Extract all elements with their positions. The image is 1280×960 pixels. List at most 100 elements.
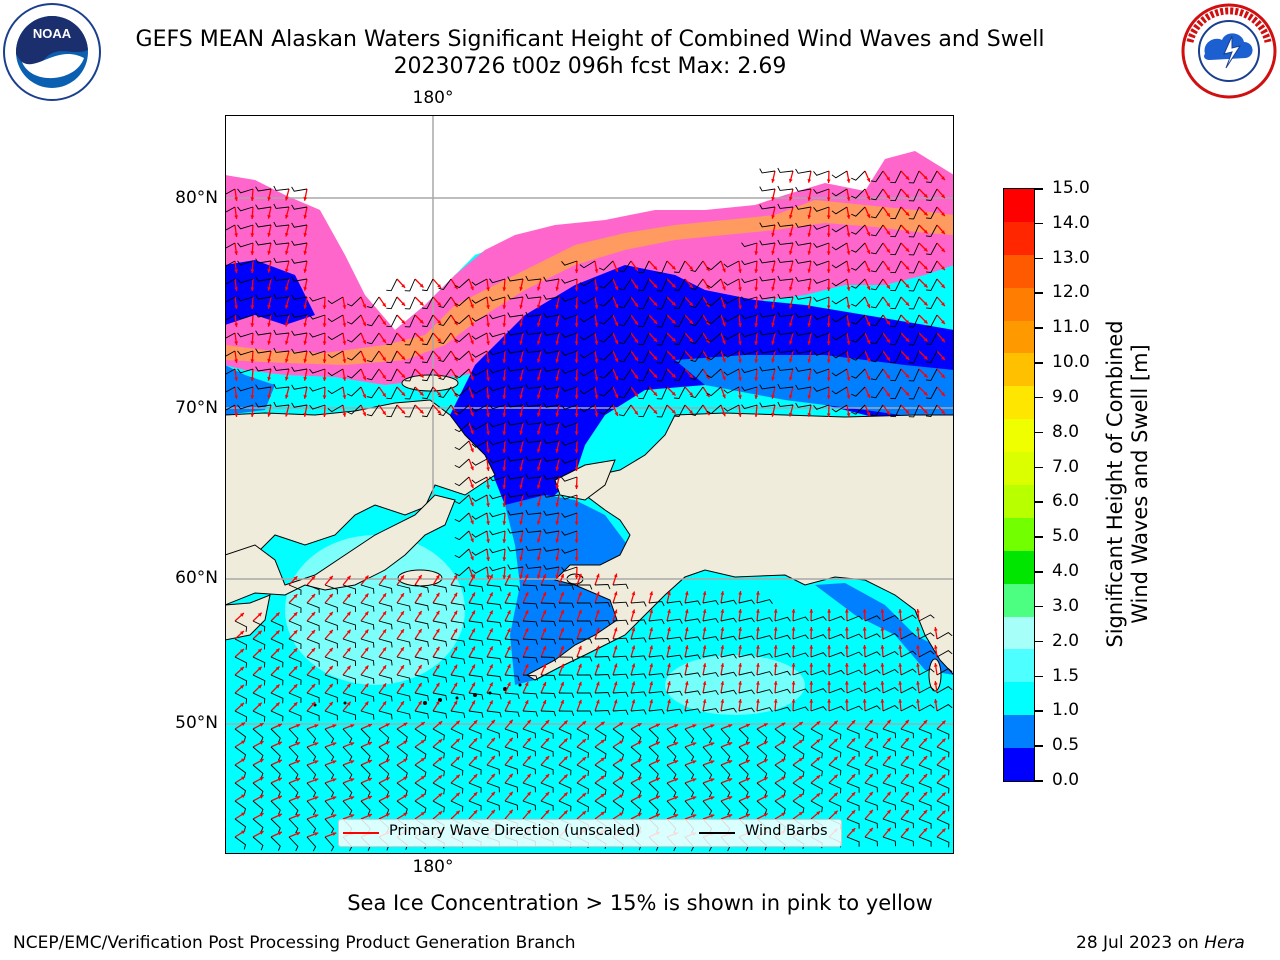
- wave-arrow-head: [827, 627, 831, 631]
- wave-arrow-head: [519, 538, 523, 543]
- wave-arrow-head: [862, 681, 867, 685]
- wave-arrow-head: [637, 813, 642, 817]
- wind-barb: [723, 260, 740, 268]
- wind-barb: [870, 350, 884, 363]
- wave-arrow-head: [437, 374, 441, 378]
- wind-barb: [252, 800, 264, 815]
- wave-arrow-head: [923, 193, 928, 198]
- colorbar-segment: [1004, 254, 1034, 289]
- wind-barb: [489, 566, 506, 572]
- wind-barb: [504, 674, 520, 682]
- wind-barb: [890, 350, 902, 364]
- wind-barb: [540, 764, 554, 775]
- wave-arrow-head: [692, 778, 697, 782]
- wind-barb: [882, 650, 899, 658]
- wind-barb: [851, 332, 866, 343]
- wind-barb: [656, 386, 668, 400]
- wave-arrow-head: [722, 358, 726, 363]
- wind-barb: [702, 782, 713, 798]
- wind-barb: [684, 708, 701, 714]
- lat-label-60: 60°N: [175, 568, 218, 588]
- wind-barb: [648, 655, 665, 661]
- wave-arrow-head: [322, 341, 327, 345]
- colorbar: [1003, 188, 1035, 782]
- wave-arrow-head: [473, 774, 478, 779]
- wave-arrow-head: [866, 394, 871, 398]
- wind-barb: [558, 710, 575, 717]
- wind-barb: [346, 368, 362, 379]
- wind-barb: [237, 188, 254, 194]
- wind-barb: [306, 782, 317, 798]
- wind-barb: [450, 800, 464, 812]
- wind-barb: [525, 563, 542, 569]
- wind-barb: [561, 494, 578, 500]
- wave-arrow-head: [702, 663, 707, 667]
- wave-arrow-head: [470, 322, 474, 327]
- wave-arrow-head: [574, 323, 579, 327]
- wind-barb: [576, 692, 593, 698]
- wind-barb: [273, 347, 290, 353]
- wave-arrow-head: [634, 356, 638, 361]
- wind-barb: [882, 728, 896, 739]
- wind-barb: [900, 704, 917, 712]
- wave-arrow-head: [473, 756, 478, 761]
- wave-arrow-head: [923, 337, 928, 342]
- wind-barb: [846, 836, 860, 847]
- wind-barb: [759, 186, 776, 192]
- wind-barb: [468, 656, 484, 664]
- wave-arrow-head: [537, 520, 541, 525]
- wind-barb: [306, 656, 320, 667]
- wind-barb: [309, 296, 326, 302]
- wave-arrow-head: [754, 377, 759, 381]
- wind-barb: [327, 368, 344, 377]
- wave-arrow-head: [833, 774, 838, 779]
- wind-barb: [342, 620, 357, 631]
- wave-arrow-head: [555, 484, 560, 489]
- wind-barb: [471, 350, 488, 358]
- wind-barb: [306, 692, 320, 703]
- wind-barb: [396, 710, 411, 720]
- wind-barb: [706, 296, 722, 307]
- wind-barb: [777, 293, 794, 299]
- wave-arrow-head: [285, 412, 289, 417]
- wind-barb: [422, 386, 434, 400]
- wind-barb: [324, 584, 338, 595]
- wave-arrow-head: [489, 628, 493, 633]
- wind-barb: [342, 638, 357, 649]
- wind-barb: [870, 314, 884, 327]
- wind-barb: [422, 332, 434, 346]
- wave-arrow-head: [807, 251, 812, 255]
- wind-barb: [454, 404, 470, 415]
- wave-arrow-head: [346, 575, 351, 580]
- wave-arrow-head: [905, 301, 910, 306]
- wave-arrow-head: [655, 777, 660, 782]
- wave-arrow-head: [250, 323, 255, 327]
- wind-barb: [774, 634, 791, 640]
- wind-barb: [471, 440, 488, 448]
- wave-arrow-head: [555, 304, 560, 309]
- svg-text:NOAA: NOAA: [33, 26, 72, 41]
- wind-barb: [870, 224, 884, 237]
- wind-barb: [666, 690, 683, 696]
- land-chukotka: [224, 494, 456, 606]
- wind-barb: [673, 350, 686, 363]
- wind-barb: [723, 386, 740, 394]
- wave-arrow-head: [470, 340, 474, 345]
- wind-barb: [360, 800, 371, 815]
- wind-barb: [666, 654, 683, 660]
- wind-barb: [795, 240, 812, 246]
- wave-arrow-head: [303, 376, 308, 381]
- wind-barb: [666, 672, 683, 678]
- wave-arrow-head: [941, 212, 945, 217]
- wave-arrow-head: [275, 702, 280, 707]
- wave-arrow-head: [322, 305, 327, 309]
- wave-arrow-head: [401, 392, 406, 396]
- wave-arrow-head: [720, 645, 725, 649]
- wind-barb: [612, 746, 625, 760]
- wave-arrow-head: [332, 724, 337, 728]
- wind-barb: [422, 296, 434, 310]
- colorbar-label: 12.0: [1052, 282, 1090, 303]
- wind-barb: [612, 637, 629, 643]
- wave-arrow-head: [285, 376, 289, 381]
- wind-barb: [273, 383, 290, 389]
